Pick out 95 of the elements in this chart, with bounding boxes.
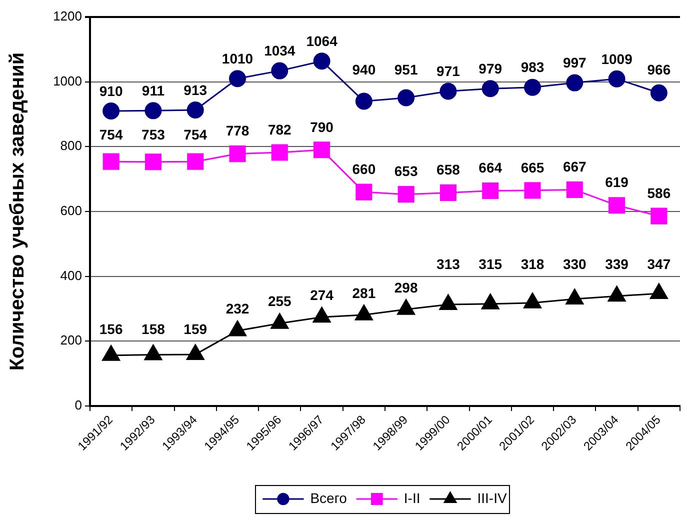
data-label: 658: [436, 162, 460, 178]
data-label: 940: [352, 62, 376, 78]
point: [396, 298, 416, 315]
data-label: 315: [478, 256, 502, 272]
point: [566, 74, 584, 92]
point: [355, 92, 372, 110]
data-label: 664: [478, 160, 502, 176]
point: [650, 283, 668, 300]
data-label: 1034: [264, 42, 296, 59]
point: [186, 344, 205, 360]
point: [482, 182, 499, 200]
data-label: 158: [142, 321, 166, 338]
data-label: 339: [605, 256, 629, 272]
legend-label: III-IV: [477, 490, 508, 506]
y-tick-label: 1000: [53, 73, 82, 88]
data-label: 911: [142, 82, 165, 99]
point: [482, 80, 499, 98]
data-label: 1010: [222, 50, 254, 66]
data-label: 274: [310, 287, 334, 304]
point: [313, 52, 330, 70]
point: [229, 70, 246, 88]
point: [565, 288, 584, 305]
y-axis-title: Количество учебных заведений: [6, 52, 29, 371]
point: [144, 154, 162, 170]
point: [523, 292, 542, 308]
point: [186, 102, 204, 119]
data-label: 586: [647, 184, 671, 201]
point: [271, 62, 288, 80]
data-label: 754: [184, 126, 208, 143]
data-label: 951: [394, 62, 418, 78]
point: [650, 84, 668, 102]
point: [439, 294, 458, 310]
data-label: 971: [436, 63, 460, 80]
data-label: 778: [226, 122, 250, 139]
y-tick-label: 200: [60, 332, 82, 348]
point: [102, 153, 120, 170]
data-label: 979: [478, 60, 502, 76]
y-tick-label: 400: [60, 268, 82, 283]
y-tick-label: 0: [74, 398, 82, 413]
data-label: 159: [184, 321, 208, 338]
data-label: 910: [99, 82, 123, 99]
data-label: 330: [562, 256, 587, 272]
data-label: 255: [268, 293, 292, 310]
point: [314, 142, 330, 158]
data-label: 782: [268, 121, 292, 138]
point: [312, 306, 331, 323]
data-label: 1064: [306, 32, 338, 49]
data-label: 347: [647, 256, 671, 272]
point: [102, 344, 120, 361]
point: [398, 89, 415, 106]
data-label: 913: [184, 82, 208, 98]
point: [440, 82, 457, 100]
point: [229, 146, 246, 162]
point: [354, 304, 374, 320]
point: [356, 184, 372, 200]
data-label: 298: [394, 279, 418, 296]
data-label: 790: [310, 118, 334, 135]
point: [440, 184, 456, 201]
point: [144, 102, 162, 120]
point: [102, 102, 120, 120]
point: [187, 153, 204, 170]
data-label: 1009: [601, 50, 633, 67]
data-label: 232: [226, 300, 250, 317]
point: [650, 208, 668, 224]
point: [566, 182, 583, 198]
point: [228, 320, 247, 336]
point: [270, 312, 289, 329]
point: [608, 197, 626, 214]
data-label: 753: [142, 126, 166, 143]
point: [144, 344, 162, 360]
data-label: 966: [647, 62, 671, 78]
data-label: 754: [99, 126, 123, 143]
data-label: 281: [352, 284, 376, 301]
data-label: 660: [352, 160, 376, 177]
data-label: 156: [99, 321, 123, 338]
data-label: 318: [520, 256, 544, 272]
data-label: 667: [562, 158, 587, 175]
y-tick-label: 1200: [53, 8, 82, 24]
data-label: 313: [436, 256, 460, 272]
point: [481, 293, 500, 310]
point: [608, 70, 626, 88]
point: [271, 144, 288, 161]
legend-label: Всего: [310, 490, 348, 506]
point: [524, 182, 541, 199]
point: [608, 286, 626, 302]
y-tick-label: 800: [60, 138, 82, 154]
y-tick-label: 600: [60, 203, 82, 218]
data-label: 653: [394, 163, 418, 180]
data-label: 665: [520, 159, 544, 176]
data-label: 619: [605, 174, 629, 190]
point: [398, 186, 414, 203]
data-label: 997: [562, 54, 587, 71]
data-label: 983: [520, 59, 544, 76]
legend-label: I-II: [404, 490, 420, 506]
point: [524, 78, 541, 96]
